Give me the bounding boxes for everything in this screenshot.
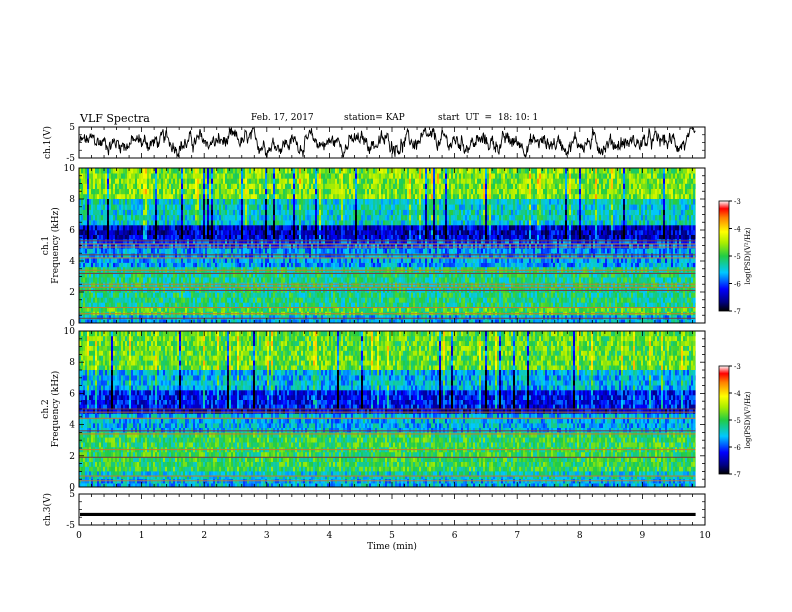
spec2-ylabel-line1: ch.2 — [41, 399, 51, 418]
spec2-colorbar — [718, 365, 730, 475]
x-tick-label: 2 — [201, 531, 207, 541]
ch1-ytick-label: -5 — [66, 154, 75, 164]
start-time-label: start UT = 18: 10: 1 — [438, 113, 538, 123]
spec2-colorbar-tick-label: -7 — [734, 471, 741, 479]
spec1-ytick-label: 2 — [69, 288, 75, 298]
x-tick-label: 8 — [577, 531, 583, 541]
spec1-colorbar-tick-label: -7 — [734, 308, 741, 316]
spec1-ytick-label: 6 — [69, 226, 75, 236]
spec1-colorbar — [718, 200, 730, 312]
spec2-colorbar-label: log(PSD)(V²/Hz) — [744, 391, 752, 448]
x-tick-label: 4 — [327, 531, 333, 541]
spec1-ytick-label: 8 — [69, 195, 75, 205]
x-tick-label: 6 — [452, 531, 458, 541]
x-tick-label: 9 — [640, 531, 646, 541]
ch3-ytick-label: 5 — [69, 490, 75, 500]
ch1-ylabel: ch.1(V) — [42, 126, 53, 159]
x-tick-label: 3 — [264, 531, 270, 541]
spec2-ytick-label: 6 — [69, 389, 75, 399]
spec2-colorbar-tick-label: -5 — [734, 417, 741, 425]
ch1-ytick-label: 5 — [69, 123, 75, 133]
ch3-ytick-label: -5 — [66, 521, 75, 531]
ch3-ylabel: ch.3(V) — [42, 493, 53, 526]
spec2-ytick-label: 8 — [69, 358, 75, 368]
spec2-ytick-label: 4 — [69, 421, 75, 431]
x-tick-label: 10 — [699, 531, 711, 541]
ch1-waveform-line — [79, 126, 696, 158]
date-label: Feb. 17, 2017 — [251, 113, 314, 123]
spec2-ytick-label: 0 — [69, 483, 75, 493]
spec2-colorbar-tick-label: -3 — [734, 363, 741, 371]
chart-title: VLF Spectra — [80, 112, 150, 125]
spec2-ytick-label: 10 — [64, 327, 76, 337]
spec1-colorbar-tick-label: -3 — [734, 198, 741, 206]
x-tick-label: 7 — [514, 531, 520, 541]
spec1-ytick-label: 10 — [64, 164, 76, 174]
spec1-ytick-label: 4 — [69, 257, 75, 267]
spec1-ylabel-line1: ch.1 — [41, 236, 51, 255]
station-label: station= KAP — [344, 113, 405, 123]
spec1-colorbar-tick-label: -6 — [734, 281, 741, 289]
x-axis-label: Time (min) — [367, 541, 417, 552]
x-tick-label: 5 — [389, 531, 395, 541]
spec2-ylabel-line2: Frequency (kHz) — [50, 371, 61, 448]
x-tick-label: 0 — [76, 531, 82, 541]
spec1-ytick-label: 0 — [69, 319, 75, 329]
x-tick-label: 1 — [139, 531, 145, 541]
spec1-colorbar-tick-label: -4 — [734, 226, 741, 234]
spec2-colorbar-tick-label: -6 — [734, 444, 741, 452]
spec1-colorbar-tick-label: -5 — [734, 253, 741, 261]
spec1-colorbar-label: log(PSD)(V²/Hz) — [744, 227, 752, 284]
spec2-colorbar-tick-label: -4 — [734, 390, 741, 398]
spec1-ylabel-line2: Frequency (kHz) — [50, 207, 61, 284]
spec2-ytick-label: 2 — [69, 452, 75, 462]
